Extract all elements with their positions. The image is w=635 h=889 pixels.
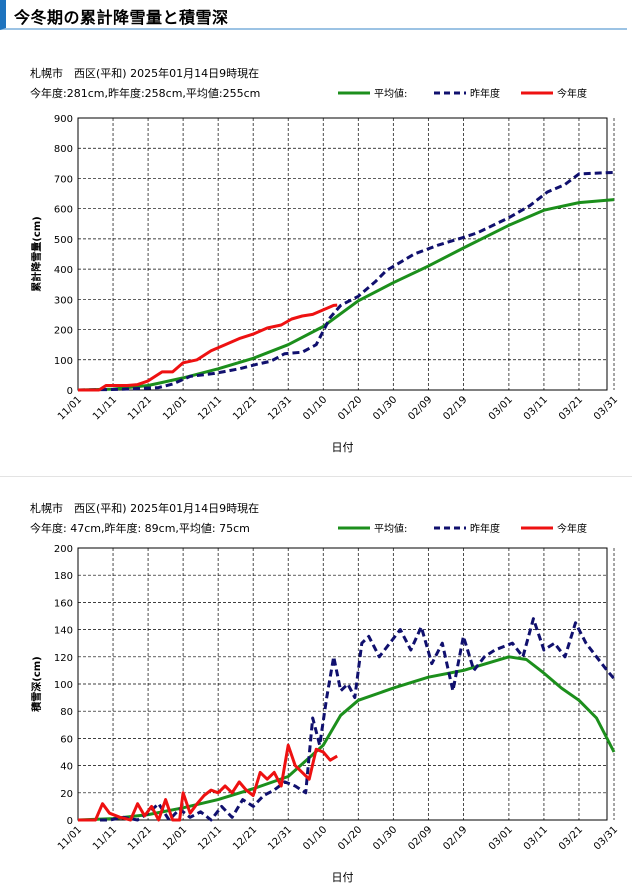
x-tick-label-2: 11/21: [126, 394, 154, 422]
y-tick-label-3: 300: [54, 295, 73, 306]
legend-label-0: 平均値:: [374, 87, 407, 100]
cumulative-snowfall-chart: 札幌市 西区(平和) 2025年01月14日9時現在 今年度:281cm,昨年度:…: [0, 55, 635, 455]
x-tick-label-13: 03/11: [522, 394, 550, 422]
y-tick-label-2: 40: [60, 762, 73, 773]
x-tick-label-8: 01/20: [336, 824, 364, 852]
x-tick-label-3: 12/01: [161, 394, 189, 422]
y-tick-label-6: 600: [54, 205, 73, 216]
plot-area: [77, 547, 608, 821]
series-line-1: [78, 617, 616, 822]
x-axis-label: 日付: [332, 441, 354, 454]
cumulative-snowfall-svg: 札幌市 西区(平和) 2025年01月14日9時現在今年度:281cm,昨年度:…: [30, 66, 620, 454]
x-tick-label-15: 03/31: [592, 824, 620, 852]
x-tick-label-0: 11/01: [56, 824, 84, 852]
y-tick-label-1: 20: [60, 789, 73, 800]
x-tick-label-1: 11/11: [91, 824, 119, 852]
y-tick-label-9: 900: [54, 114, 73, 125]
y-tick-label-2: 200: [54, 326, 73, 337]
legend-label-1: 昨年度: [470, 87, 500, 100]
series-line-2: [78, 303, 338, 392]
plot-area: [77, 117, 608, 391]
x-tick-label-10: 02/09: [406, 824, 434, 852]
x-tick-label-9: 01/30: [371, 824, 399, 852]
x-tick-label-9: 01/30: [371, 394, 399, 422]
y-tick-label-3: 60: [60, 734, 73, 745]
legend-label-1: 昨年度: [470, 522, 500, 535]
y-tick-label-8: 160: [54, 598, 73, 609]
y-axis-label: 積雪深(cm): [30, 656, 43, 713]
x-tick-label-2: 11/21: [126, 824, 154, 852]
chart-summary: 今年度: 47cm,昨年度: 89cm,平均値: 75cm: [30, 521, 250, 535]
x-tick-label-5: 12/21: [231, 824, 259, 852]
x-tick-label-0: 11/01: [56, 394, 84, 422]
series-line-2: [78, 743, 338, 822]
x-tick-label-5: 12/21: [231, 394, 259, 422]
x-tick-label-11: 02/19: [441, 394, 469, 422]
y-tick-label-5: 500: [54, 235, 73, 246]
y-tick-label-0: 0: [67, 386, 73, 397]
y-tick-label-4: 80: [60, 707, 73, 718]
x-tick-label-8: 01/20: [336, 394, 364, 422]
x-tick-label-14: 03/21: [557, 824, 585, 852]
x-tick-label-1: 11/11: [91, 394, 119, 422]
y-tick-label-5: 100: [54, 680, 73, 691]
series-line-0: [77, 198, 615, 392]
legend-label-0: 平均値:: [374, 522, 407, 535]
snow-depth-chart: 札幌市 西区(平和) 2025年01月14日9時現在 今年度: 47cm,昨年度:…: [0, 495, 635, 885]
y-tick-label-6: 120: [54, 653, 73, 664]
x-tick-label-3: 12/01: [161, 824, 189, 852]
legend-label-2: 今年度: [557, 87, 587, 100]
x-tick-label-4: 12/11: [196, 824, 224, 852]
x-tick-label-15: 03/31: [592, 394, 620, 422]
chart-summary: 今年度:281cm,昨年度:258cm,平均値:255cm: [30, 86, 260, 100]
chart-location: 札幌市 西区(平和) 2025年01月14日9時現在: [30, 66, 259, 80]
y-tick-label-9: 180: [54, 571, 73, 582]
x-tick-label-12: 03/01: [487, 394, 515, 422]
page-title: 今冬期の累計降雪量と積雪深: [0, 0, 627, 30]
y-tick-label-0: 0: [67, 816, 73, 827]
x-axis-label: 日付: [332, 871, 354, 884]
x-tick-label-12: 03/01: [487, 824, 515, 852]
y-tick-label-8: 800: [54, 144, 73, 155]
legend-label-2: 今年度: [557, 522, 587, 535]
x-tick-label-4: 12/11: [196, 394, 224, 422]
x-tick-label-14: 03/21: [557, 394, 585, 422]
chart-divider: [0, 476, 632, 477]
y-axis-label: 累計降雪量(cm): [30, 216, 43, 292]
series-line-1: [77, 170, 615, 392]
x-tick-label-13: 03/11: [522, 824, 550, 852]
x-tick-label-7: 01/10: [301, 824, 329, 852]
x-tick-label-7: 01/10: [301, 394, 329, 422]
x-tick-label-10: 02/09: [406, 394, 434, 422]
y-tick-label-7: 140: [54, 626, 73, 637]
y-tick-label-10: 200: [54, 544, 73, 555]
y-tick-label-7: 700: [54, 174, 73, 185]
x-tick-label-11: 02/19: [441, 824, 469, 852]
x-tick-label-6: 12/31: [266, 394, 294, 422]
y-tick-label-4: 400: [54, 265, 73, 276]
page-title-text: 今冬期の累計降雪量と積雪深: [14, 8, 229, 27]
chart-location: 札幌市 西区(平和) 2025年01月14日9時現在: [30, 501, 259, 515]
x-tick-label-6: 12/31: [266, 824, 294, 852]
y-tick-label-1: 100: [54, 356, 73, 367]
